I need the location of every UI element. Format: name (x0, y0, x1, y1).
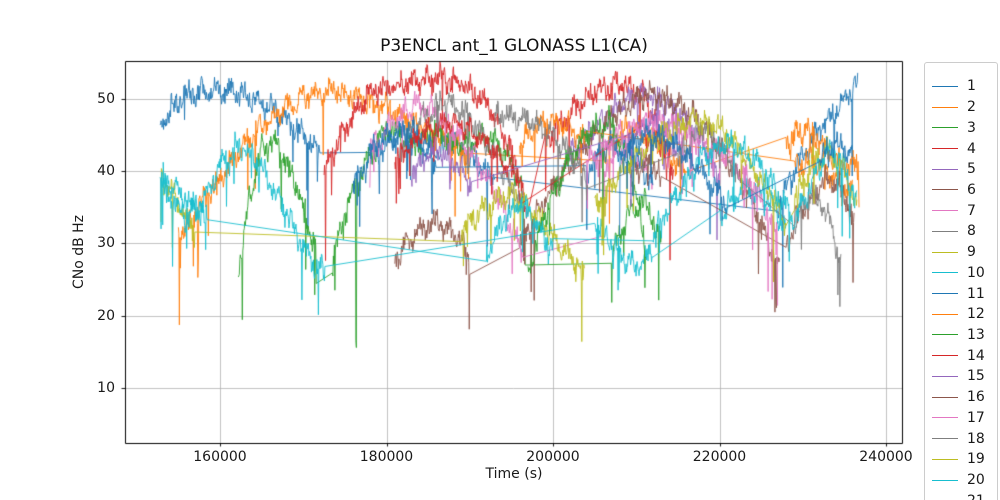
legend-line-sample (932, 230, 958, 232)
legend-item: 8 (932, 221, 997, 242)
legend-item: 17 (932, 408, 997, 429)
y-axis-label: CNo dB Hz (71, 214, 87, 290)
legend-label: 16 (967, 389, 985, 406)
legend-label: 6 (967, 181, 976, 198)
legend-line-sample (932, 417, 958, 419)
legend-label: 12 (967, 306, 985, 323)
legend-item: 21 (932, 490, 997, 500)
legend-item: 20 (932, 470, 997, 491)
legend-line-sample (932, 479, 958, 481)
x-tick-label: 220000 (692, 449, 747, 465)
legend-item: 9 (932, 242, 997, 263)
x-tick-label: 240000 (859, 449, 913, 465)
legend-item: 18 (932, 428, 997, 449)
legend-line-sample (932, 127, 958, 129)
legend-item: 5 (932, 159, 997, 180)
y-tick-label: 30 (97, 235, 115, 252)
x-tick-label: 160000 (193, 449, 247, 465)
legend-label: 8 (967, 223, 976, 240)
legend-line-sample (932, 106, 958, 108)
legend-line-sample (932, 210, 958, 212)
legend-label: 1 (967, 78, 976, 95)
legend-line-sample (932, 189, 958, 191)
x-tick-label: 200000 (526, 449, 580, 465)
legend-item: 19 (932, 449, 997, 470)
legend: 123456789101112131415161718192021 (924, 62, 998, 500)
legend-label: 4 (967, 140, 976, 157)
legend-label: 13 (967, 326, 985, 343)
legend-line-sample (932, 293, 958, 295)
legend-line-sample (932, 148, 958, 150)
x-tick-label: 180000 (359, 449, 414, 465)
legend-label: 15 (967, 368, 985, 385)
legend-item: 16 (932, 387, 997, 408)
legend-line-sample (932, 168, 958, 170)
legend-label: 5 (967, 161, 976, 178)
y-tick-label: 20 (97, 307, 115, 324)
legend-label: 3 (967, 119, 976, 136)
legend-label: 9 (967, 244, 976, 261)
legend-item: 10 (932, 262, 997, 283)
x-axis-label: Time (s) (485, 466, 543, 482)
legend-label: 17 (967, 409, 985, 426)
legend-item: 3 (932, 117, 997, 138)
legend-line-sample (932, 334, 958, 336)
legend-item: 14 (932, 345, 997, 366)
legend-line-sample (932, 458, 958, 460)
legend-item: 15 (932, 366, 997, 387)
legend-item: 11 (932, 283, 997, 304)
legend-line-sample (932, 438, 958, 440)
y-tick-label: 10 (97, 380, 115, 396)
legend-item: 4 (932, 138, 997, 159)
legend-item: 13 (932, 325, 997, 346)
y-tick-label: 50 (97, 90, 115, 107)
legend-item: 7 (932, 200, 997, 221)
y-tick-label: 40 (97, 162, 115, 179)
legend-line-sample (932, 396, 958, 398)
legend-item: 2 (932, 97, 997, 118)
chart-title: P3ENCL ant_1 GLONASS L1(CA) (380, 36, 648, 56)
legend-item: 12 (932, 304, 997, 325)
legend-label: 20 (967, 472, 985, 489)
legend-line-sample (932, 355, 958, 357)
legend-line-sample (932, 375, 958, 377)
legend-label: 11 (967, 285, 985, 302)
legend-line-sample (932, 251, 958, 253)
legend-label: 7 (967, 202, 976, 219)
legend-label: 19 (967, 451, 985, 468)
legend-line-sample (932, 85, 958, 87)
legend-item: 1 (932, 76, 997, 97)
legend-label: 14 (967, 347, 985, 364)
legend-line-sample (932, 313, 958, 315)
legend-label: 21 (967, 494, 985, 500)
legend-label: 18 (967, 430, 985, 447)
legend-label: 10 (967, 264, 985, 281)
legend-item: 6 (932, 180, 997, 201)
legend-label: 2 (967, 99, 976, 116)
legend-line-sample (932, 272, 958, 274)
